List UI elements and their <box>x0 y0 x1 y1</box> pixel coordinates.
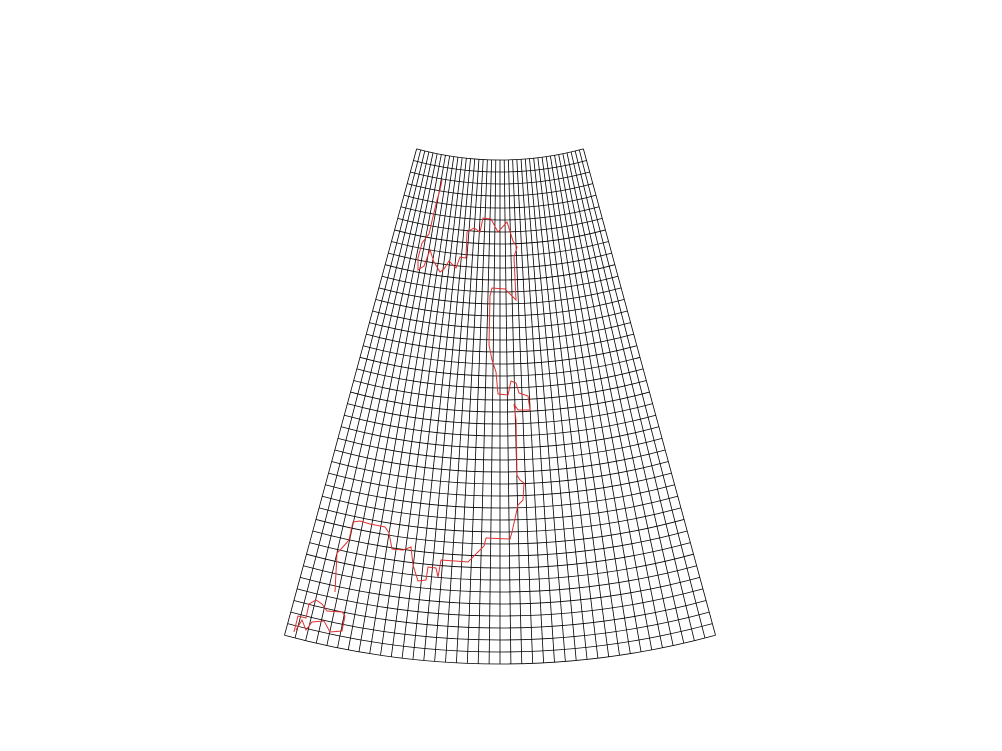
mesh-radial-line <box>567 153 673 646</box>
mesh-radial-line <box>517 160 544 663</box>
mesh-arc-line <box>417 149 584 160</box>
mesh-radial-line <box>521 159 554 662</box>
mesh-radial-line <box>316 152 429 643</box>
mesh-radial-line <box>579 150 705 638</box>
mesh-radial-line <box>550 156 630 654</box>
mesh-radial-line <box>446 159 479 662</box>
mesh-radial-lines <box>284 149 715 664</box>
mesh-radial-line <box>529 159 576 661</box>
mesh-radial-line <box>546 157 619 656</box>
mesh-radial-line <box>456 160 483 663</box>
mesh-radial-line <box>380 157 453 656</box>
mesh-radial-line <box>525 159 565 661</box>
mesh-radial-line <box>435 159 475 661</box>
mesh-radial-line <box>571 152 684 643</box>
mesh-radial-line <box>327 153 433 646</box>
mesh-radial-line <box>370 156 450 654</box>
mesh-radial-line <box>424 159 471 661</box>
mesh-radial-line <box>295 150 421 638</box>
red-cell-boundary-path <box>335 180 530 592</box>
